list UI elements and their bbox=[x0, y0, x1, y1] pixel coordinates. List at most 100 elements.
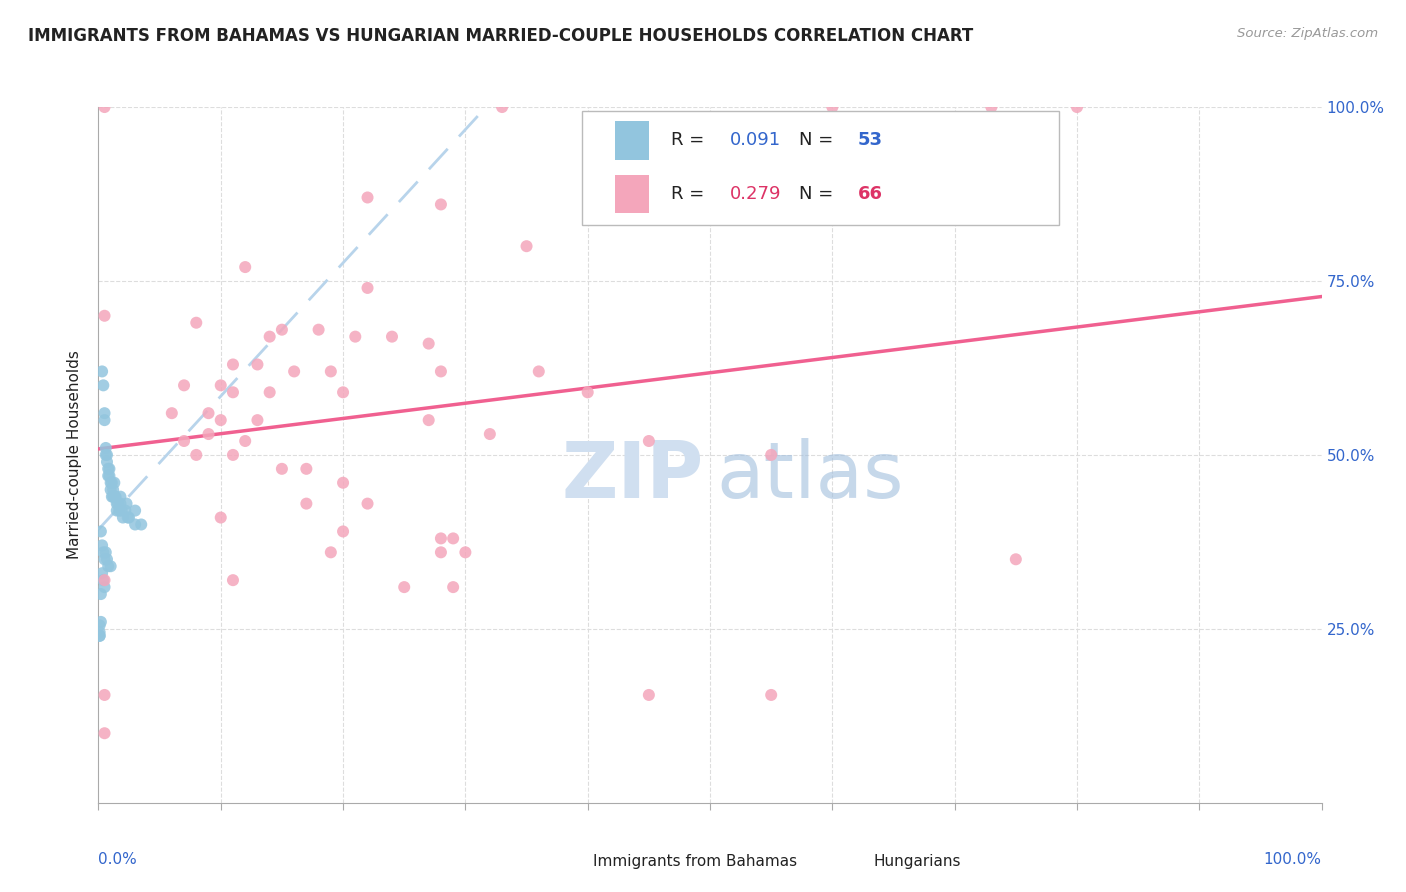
Point bbox=[118, 510, 141, 524]
Text: N =: N = bbox=[800, 131, 839, 150]
Point bbox=[246, 358, 269, 372]
Y-axis label: Married-couple Households: Married-couple Households bbox=[67, 351, 83, 559]
Point bbox=[270, 462, 294, 476]
Point bbox=[527, 364, 550, 378]
Point bbox=[259, 385, 281, 400]
Point bbox=[124, 503, 146, 517]
Text: N =: N = bbox=[800, 185, 839, 203]
Point bbox=[115, 497, 138, 511]
Point bbox=[96, 455, 118, 469]
Point bbox=[233, 434, 256, 448]
Point bbox=[1066, 100, 1088, 114]
Point bbox=[491, 100, 513, 114]
Bar bbox=[551, 847, 578, 878]
Point bbox=[356, 190, 378, 204]
Point bbox=[332, 475, 354, 490]
Point bbox=[91, 364, 114, 378]
Point bbox=[197, 427, 219, 442]
Text: 66: 66 bbox=[858, 185, 883, 203]
Point bbox=[430, 532, 453, 546]
Point bbox=[101, 483, 124, 497]
Point bbox=[117, 510, 139, 524]
Point bbox=[356, 497, 378, 511]
Text: Immigrants from Bahamas: Immigrants from Bahamas bbox=[592, 855, 797, 870]
Point bbox=[98, 462, 121, 476]
Point bbox=[91, 566, 114, 581]
Point bbox=[91, 573, 114, 587]
Point bbox=[392, 580, 416, 594]
Point bbox=[91, 538, 114, 552]
Point bbox=[91, 378, 114, 392]
Point bbox=[332, 385, 354, 400]
Point bbox=[821, 100, 844, 114]
Bar bbox=[614, 121, 650, 160]
Bar bbox=[614, 175, 650, 213]
Point bbox=[209, 378, 232, 392]
Text: 0.279: 0.279 bbox=[730, 185, 782, 203]
Point bbox=[98, 468, 121, 483]
Point bbox=[295, 462, 318, 476]
Point bbox=[430, 545, 453, 559]
Point bbox=[441, 532, 464, 546]
Point bbox=[93, 406, 115, 420]
Point bbox=[93, 688, 115, 702]
Point bbox=[186, 316, 208, 330]
Point bbox=[107, 497, 129, 511]
Point bbox=[430, 197, 453, 211]
Point bbox=[295, 497, 318, 511]
Point bbox=[270, 323, 294, 337]
Point bbox=[93, 552, 115, 566]
Point bbox=[173, 434, 195, 448]
Point bbox=[101, 490, 124, 504]
Point bbox=[1004, 552, 1026, 566]
Point bbox=[110, 497, 132, 511]
Point bbox=[100, 475, 122, 490]
Point bbox=[89, 629, 111, 643]
Text: 0.0%: 0.0% bbox=[98, 852, 138, 866]
Point bbox=[93, 309, 115, 323]
Point bbox=[100, 559, 122, 574]
Point bbox=[93, 573, 115, 587]
Point bbox=[93, 100, 115, 114]
Point bbox=[283, 364, 305, 378]
Text: ZIP: ZIP bbox=[561, 438, 704, 514]
Point bbox=[761, 448, 783, 462]
Point bbox=[233, 260, 256, 274]
Point bbox=[160, 406, 183, 420]
Point bbox=[94, 448, 117, 462]
Point bbox=[103, 490, 125, 504]
Point bbox=[111, 510, 134, 524]
Point bbox=[89, 629, 111, 643]
Point bbox=[89, 625, 111, 640]
Point bbox=[980, 100, 1002, 114]
FancyBboxPatch shape bbox=[582, 111, 1059, 226]
Point bbox=[761, 688, 783, 702]
Point bbox=[114, 503, 136, 517]
Point bbox=[418, 336, 440, 351]
Text: Source: ZipAtlas.com: Source: ZipAtlas.com bbox=[1237, 27, 1378, 40]
Point bbox=[246, 413, 269, 427]
Point bbox=[308, 323, 330, 337]
Text: IMMIGRANTS FROM BAHAMAS VS HUNGARIAN MARRIED-COUPLE HOUSEHOLDS CORRELATION CHART: IMMIGRANTS FROM BAHAMAS VS HUNGARIAN MAR… bbox=[28, 27, 973, 45]
Point bbox=[638, 688, 661, 702]
Point bbox=[89, 618, 111, 632]
Point bbox=[222, 448, 245, 462]
Point bbox=[97, 462, 120, 476]
Point bbox=[332, 524, 354, 539]
Point bbox=[430, 364, 453, 378]
Point bbox=[222, 358, 245, 372]
Point bbox=[173, 378, 195, 392]
Text: Hungarians: Hungarians bbox=[875, 855, 962, 870]
Point bbox=[97, 559, 120, 574]
Point bbox=[105, 503, 128, 517]
Point bbox=[111, 503, 134, 517]
Point bbox=[418, 413, 440, 427]
Point bbox=[97, 468, 120, 483]
Point bbox=[638, 434, 661, 448]
Point bbox=[90, 615, 112, 629]
Point bbox=[441, 580, 464, 594]
Point bbox=[209, 510, 232, 524]
Point bbox=[319, 545, 342, 559]
Text: R =: R = bbox=[671, 131, 710, 150]
Point bbox=[222, 385, 245, 400]
